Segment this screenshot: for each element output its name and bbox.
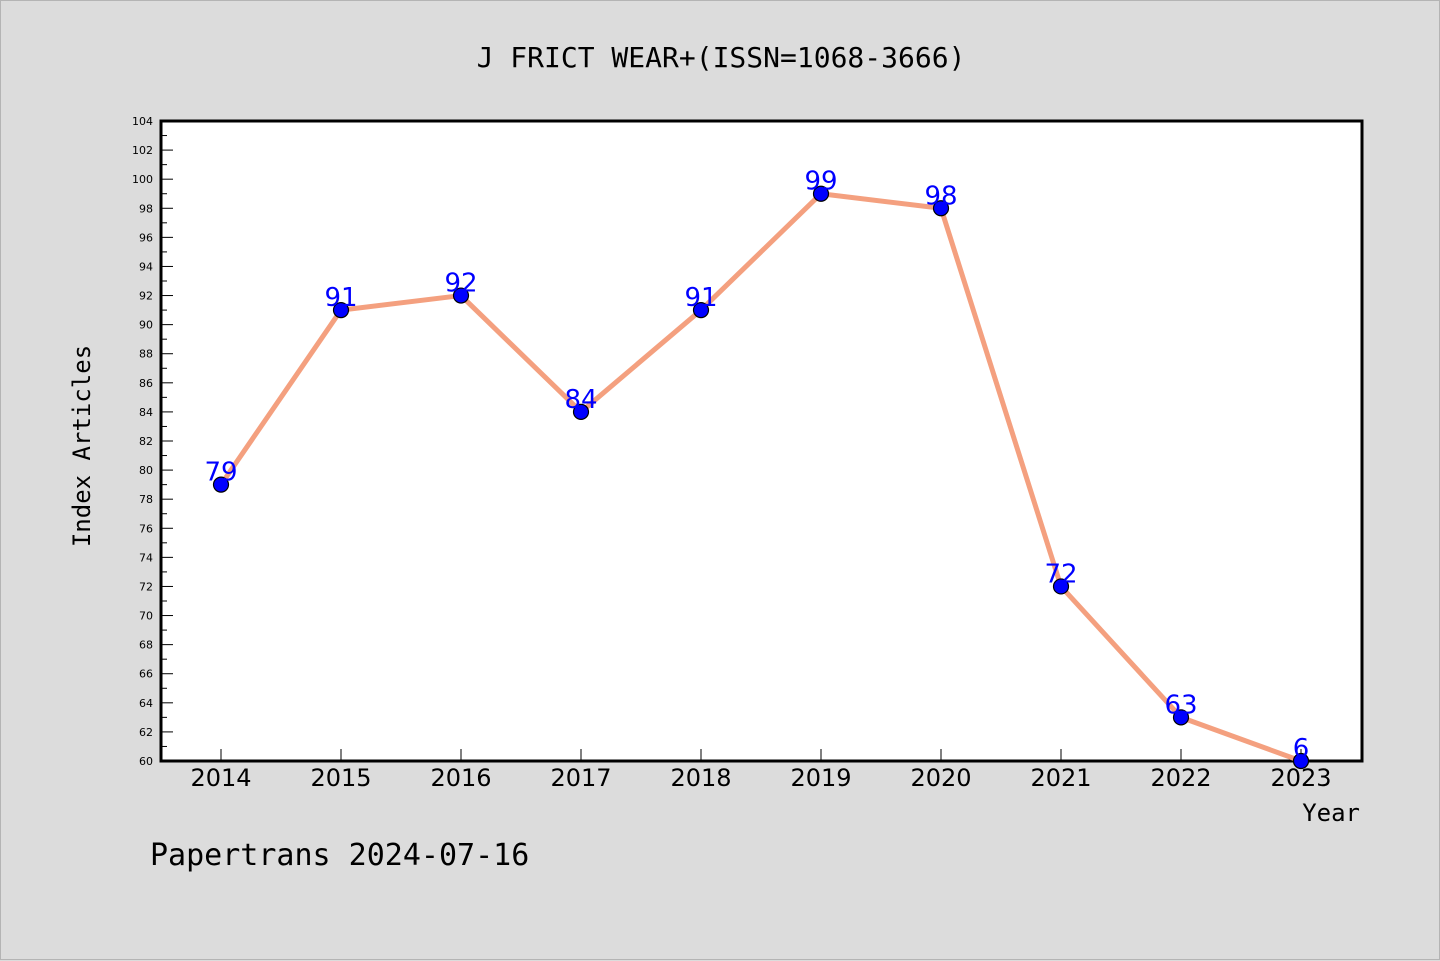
data-label: 6 xyxy=(1293,734,1310,764)
y-tick-label: 82 xyxy=(139,435,153,448)
chart-title: J FRICT WEAR+(ISSN=1068-3666) xyxy=(477,41,966,74)
y-tick-label: 102 xyxy=(132,144,153,157)
x-tick-label: 2016 xyxy=(430,764,491,792)
x-tick-label: 2018 xyxy=(670,764,731,792)
y-tick-label: 78 xyxy=(139,493,153,506)
data-point xyxy=(452,287,470,304)
footer-text: Papertrans 2024-07-16 xyxy=(150,838,529,873)
x-tick-label: 2017 xyxy=(550,764,611,792)
data-label: 72 xyxy=(1044,559,1077,589)
y-tick-label: 64 xyxy=(139,697,153,710)
data-point xyxy=(1292,752,1310,770)
data-label: 99 xyxy=(804,167,837,197)
y-tick-label: 88 xyxy=(139,348,153,361)
y-tick-label: 80 xyxy=(139,464,153,477)
data-label: 91 xyxy=(684,283,717,313)
y-tick-label: 84 xyxy=(139,406,153,419)
data-label: 91 xyxy=(324,283,357,313)
x-tick-label: 2022 xyxy=(1150,764,1211,792)
data-point xyxy=(692,301,710,319)
data-point xyxy=(332,301,350,319)
y-tick-label: 94 xyxy=(139,260,153,273)
y-tick-label: 70 xyxy=(139,610,153,623)
y-tick-label: 86 xyxy=(139,377,153,390)
y-tick-label: 74 xyxy=(139,551,153,564)
x-axis: 2014 2015 2016 2017 2018 2019 2020 2021 2022 2023 xyxy=(190,749,1332,792)
plot-area xyxy=(159,119,1364,763)
x-tick-label: 2015 xyxy=(310,764,371,792)
x-tick-label: 2021 xyxy=(1030,764,1091,792)
y-tick-label: 62 xyxy=(139,726,153,739)
y-tick-label: 60 xyxy=(139,755,153,768)
y-tick-label: 92 xyxy=(139,290,153,303)
y-tick-label: 66 xyxy=(139,668,153,681)
data-point xyxy=(572,403,590,421)
data-point xyxy=(212,476,230,493)
y-tick-label: 96 xyxy=(139,231,153,244)
data-point xyxy=(932,200,950,217)
data-point xyxy=(1172,709,1190,726)
y-tick-label: 76 xyxy=(139,522,153,535)
data-label: 92 xyxy=(444,269,477,299)
data-label: 79 xyxy=(204,458,237,488)
y-tick-label: 90 xyxy=(139,319,153,332)
y-tick-label: 68 xyxy=(139,639,153,652)
data-point xyxy=(812,185,830,202)
y-axis: 60 62 64 66 68 70 72 74 76 78 80 82 84 86 88 90 92 94 96 98… xyxy=(132,115,173,768)
x-axis-title: Year xyxy=(1302,799,1360,827)
data-label: 84 xyxy=(564,385,597,415)
y-tick-label: 100 xyxy=(132,173,153,186)
y-tick-label: 72 xyxy=(139,580,153,593)
data-label: 98 xyxy=(924,181,957,211)
data-labels: 79 91 92 84 91 99 98 72 63 6 xyxy=(204,167,1309,764)
y-tick-label: 104 xyxy=(132,115,153,128)
y-tick-label: 98 xyxy=(139,202,153,215)
series-line xyxy=(218,191,1302,764)
series-markers xyxy=(212,185,1310,770)
data-point xyxy=(1052,578,1070,595)
x-tick-label: 2020 xyxy=(910,764,971,792)
data-label: 63 xyxy=(1164,690,1197,720)
x-tick-label: 2019 xyxy=(790,764,851,792)
y-axis-title: Index Articles xyxy=(68,345,96,547)
x-tick-label: 2014 xyxy=(190,764,251,792)
